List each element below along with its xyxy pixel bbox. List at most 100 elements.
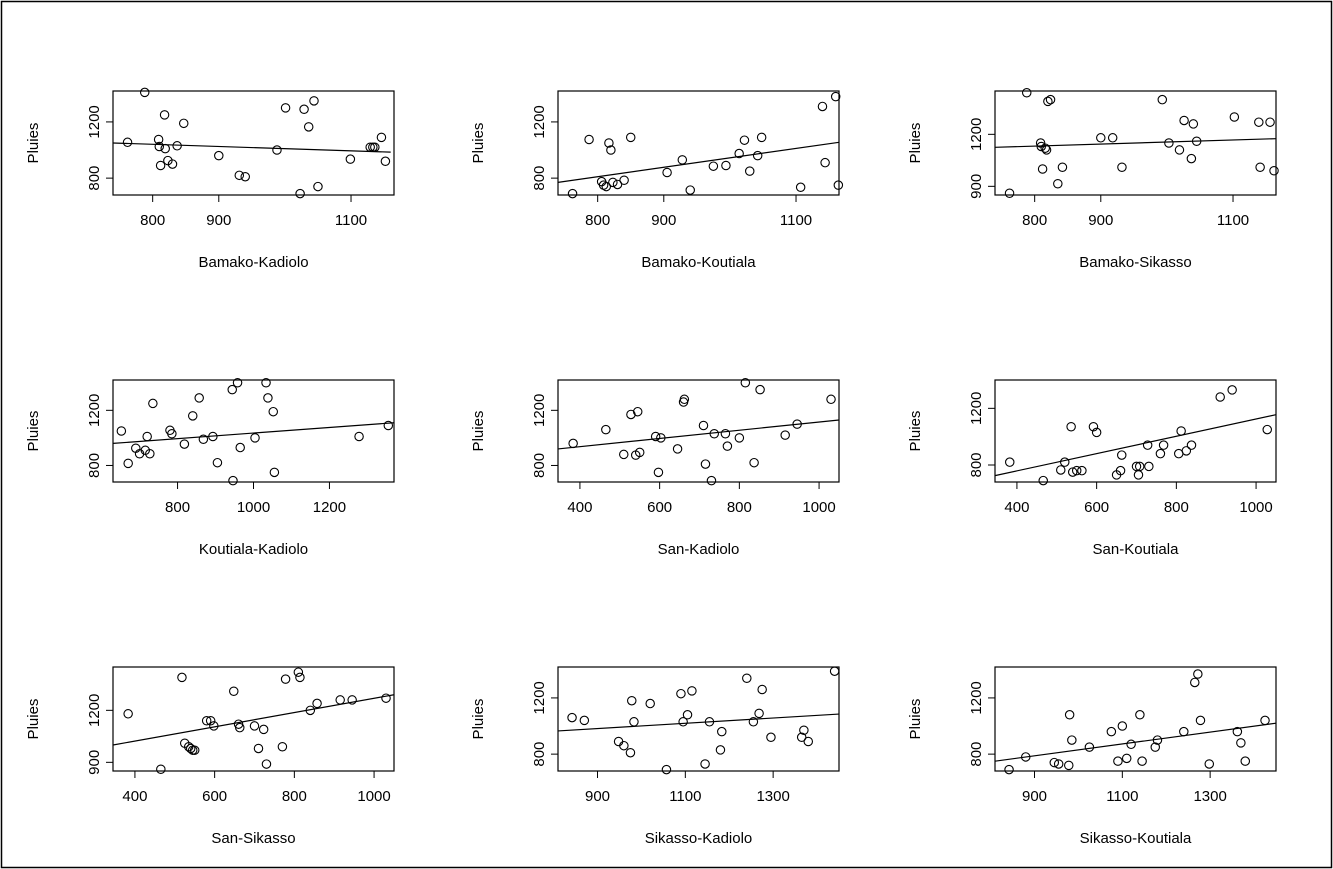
data-point — [1121, 753, 1132, 764]
data-point — [1254, 117, 1264, 127]
data-point — [370, 142, 380, 152]
data-point — [700, 459, 711, 469]
x-axis-title: San-Kadiolo — [658, 541, 740, 558]
data-point — [739, 135, 750, 145]
y-tick-label: 1200 — [968, 681, 985, 714]
data-point — [305, 705, 316, 716]
data-point — [299, 104, 309, 115]
scatter-panel-8: 900 1100 1300 800 1200 Sikasso-Kadiolo Pluies — [470, 666, 840, 847]
data-point — [662, 167, 672, 178]
data-point — [598, 180, 609, 190]
data-point — [656, 433, 666, 443]
data-point — [706, 475, 717, 486]
y-axis-title: Pluies — [907, 411, 924, 452]
data-point — [177, 672, 187, 683]
data-point — [313, 181, 323, 192]
data-point — [704, 717, 715, 727]
data-point — [148, 398, 158, 409]
data-point — [1037, 164, 1048, 174]
x-axis-title: Sikasso-Koutiala — [1080, 830, 1192, 847]
data-point — [1040, 143, 1050, 153]
data-point — [1045, 94, 1056, 105]
x-tick-label: 800 — [282, 788, 307, 805]
data-point — [1179, 726, 1189, 737]
data-point — [1004, 457, 1015, 467]
y-tick-label: 900 — [968, 174, 985, 199]
data-point — [155, 160, 166, 171]
data-point — [234, 170, 245, 181]
y-axis-title: Pluies — [470, 123, 487, 164]
data-point — [1056, 465, 1066, 475]
x-tick-label: 800 — [1022, 212, 1047, 229]
data-point — [234, 722, 245, 733]
plot-frame — [557, 666, 840, 772]
data-point — [261, 378, 271, 388]
data-point — [709, 429, 719, 439]
x-tick-label: 900 — [1022, 788, 1047, 805]
x-tick-label: 400 — [567, 499, 592, 516]
x-tick-label: 900 — [651, 212, 676, 229]
data-point — [1262, 424, 1272, 435]
regression-line — [557, 713, 840, 732]
data-point — [1150, 742, 1161, 752]
data-point — [820, 157, 830, 168]
plot-frame — [994, 666, 1277, 772]
data-point — [698, 420, 709, 431]
data-point — [1116, 450, 1127, 460]
data-point — [755, 384, 765, 395]
data-point — [579, 715, 590, 726]
data-point — [335, 695, 345, 705]
x-axis-title: Bamako-Kadiolo — [198, 254, 308, 271]
data-point — [1179, 115, 1189, 126]
data-point — [1164, 138, 1174, 148]
x-tick-label: 400 — [1004, 499, 1029, 516]
data-point — [134, 448, 145, 459]
data-point — [139, 87, 150, 98]
y-tick-label: 1200 — [86, 394, 103, 427]
data-point — [261, 759, 272, 769]
x-tick-label: 1100 — [1106, 788, 1138, 805]
data-point — [567, 188, 578, 199]
y-axis-title: Pluies — [470, 411, 487, 452]
data-point — [795, 182, 806, 193]
data-point — [1236, 738, 1246, 748]
data-point — [1106, 726, 1117, 737]
data-point — [645, 698, 655, 709]
data-point — [584, 134, 594, 145]
data-point — [676, 688, 686, 699]
data-point — [240, 171, 250, 182]
data-point — [817, 101, 828, 112]
data-point — [678, 717, 688, 727]
data-point — [295, 672, 305, 683]
data-point — [232, 378, 243, 388]
data-point — [178, 118, 189, 129]
data-point — [1155, 448, 1166, 459]
x-axis-title: Sikasso-Kadiolo — [645, 830, 753, 847]
data-point — [1115, 465, 1126, 476]
regression-line — [557, 141, 840, 183]
x-tick-label: 1000 — [357, 788, 390, 805]
data-point — [1190, 677, 1200, 688]
x-tick-label: 1100 — [1217, 212, 1249, 229]
data-point — [1049, 757, 1060, 768]
data-point — [380, 156, 391, 167]
data-point — [381, 693, 391, 703]
data-point — [757, 684, 767, 695]
data-point — [249, 721, 260, 731]
x-tick-label: 1200 — [313, 499, 346, 516]
y-tick-label: 800 — [86, 166, 103, 191]
y-tick-label: 800 — [531, 453, 548, 478]
plot-frame — [557, 379, 840, 483]
data-point — [160, 143, 170, 154]
data-point — [1232, 726, 1243, 737]
data-point — [722, 441, 733, 451]
data-point — [208, 431, 218, 442]
data-point — [1077, 465, 1087, 476]
x-tick-label: 600 — [202, 788, 227, 805]
data-point — [1088, 421, 1099, 432]
data-point — [632, 406, 643, 417]
plot-frame — [994, 379, 1277, 483]
data-point — [277, 741, 288, 752]
regression-line — [112, 142, 391, 153]
data-point — [1004, 764, 1014, 775]
